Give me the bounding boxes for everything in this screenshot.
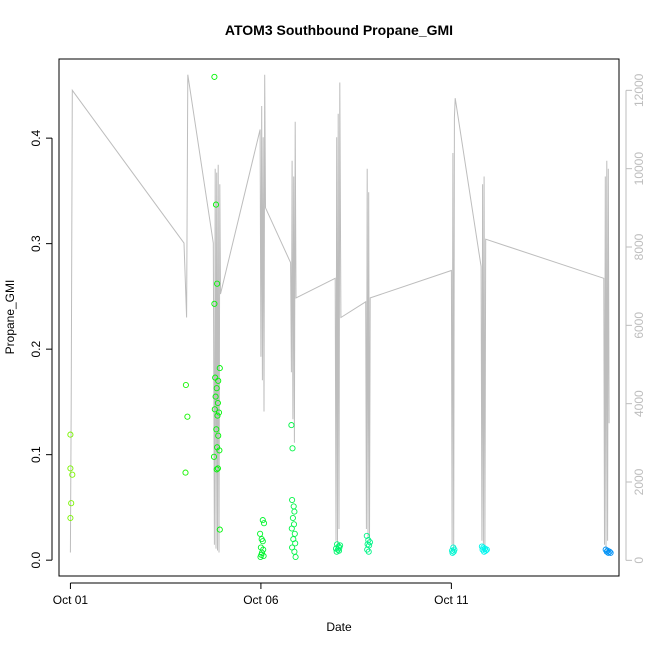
data-point [214, 399, 221, 407]
x-tick-label: Oct 11 [434, 593, 469, 607]
data-point [182, 469, 189, 476]
y-axis-label: Propane_GMI [3, 280, 17, 355]
data-point [67, 514, 74, 522]
data-point [260, 520, 268, 527]
data-point [291, 508, 298, 515]
y2-tick-label: 10000 [632, 152, 646, 186]
data-point [606, 548, 613, 555]
data-point [450, 548, 457, 555]
data-point [67, 431, 74, 438]
y2-tick-label: 12000 [632, 73, 646, 107]
data-point [288, 422, 295, 429]
y2-tick-label: 2000 [632, 468, 646, 495]
data-point [211, 406, 218, 413]
y-tick-label: 0.2 [29, 340, 43, 357]
data-point [67, 465, 74, 472]
data-point [215, 377, 222, 384]
data-point [211, 73, 218, 80]
data-point [211, 300, 218, 307]
data-point [213, 385, 220, 392]
y2-tick-label: 4000 [632, 390, 646, 417]
data-point [214, 280, 221, 287]
y-tick-label: 0.0 [29, 552, 43, 569]
data-point [212, 374, 219, 381]
y2-tick-label: 0 [632, 557, 646, 564]
data-point [482, 547, 489, 554]
data-point [363, 532, 370, 539]
data-point [68, 500, 75, 507]
data-point [292, 540, 299, 547]
data-point [257, 553, 264, 561]
chart-title: ATOM3 Southbound Propane_GMI [225, 22, 453, 38]
data-point [365, 548, 372, 555]
data-point [335, 547, 343, 554]
data-point [289, 445, 296, 452]
data-point [260, 552, 267, 560]
x-axis-label: Date [326, 620, 352, 634]
data-point [215, 432, 222, 439]
data-point [69, 471, 76, 478]
data-point [215, 409, 223, 416]
data-point [216, 526, 223, 533]
data-point [605, 549, 612, 556]
data-point [260, 546, 267, 553]
data-point [214, 412, 221, 419]
data-point [213, 466, 220, 473]
y2-tick-label: 8000 [632, 233, 646, 260]
data-point [210, 453, 218, 460]
data-point [291, 530, 298, 537]
plot-frame [58, 58, 620, 577]
data-point [336, 544, 343, 551]
data-point [288, 525, 295, 532]
secondary-line-layer [69, 74, 610, 553]
data-point [289, 514, 296, 522]
axes-layer: 0.0 0.1 0.2 0.3 0.4 Oct 01 Oct 06 Oct 11 0 2000 40… [29, 73, 646, 607]
data-point [184, 413, 191, 420]
data-point [216, 447, 223, 454]
y-tick-label: 0.4 [29, 129, 43, 146]
secondary-series-line [69, 74, 610, 553]
data-point [213, 426, 220, 433]
x-tick-label: Oct 06 [243, 593, 279, 607]
data-point [259, 538, 266, 545]
data-point [212, 201, 220, 208]
data-point [483, 546, 490, 553]
y2-tick-label: 6000 [632, 312, 646, 339]
scatter-point-layer [67, 73, 614, 561]
data-point [292, 553, 299, 561]
data-point [603, 548, 610, 555]
data-point [257, 530, 264, 537]
data-point [449, 549, 456, 556]
data-point [212, 393, 219, 400]
data-point [214, 465, 221, 472]
y-tick-label: 0.1 [29, 446, 43, 463]
y-tick-label: 0.3 [29, 235, 43, 252]
data-point [182, 381, 189, 389]
x-tick-label: Oct 01 [53, 593, 89, 607]
data-point [607, 549, 614, 556]
data-point [259, 517, 266, 524]
data-point [216, 365, 223, 372]
data-point [289, 496, 296, 504]
